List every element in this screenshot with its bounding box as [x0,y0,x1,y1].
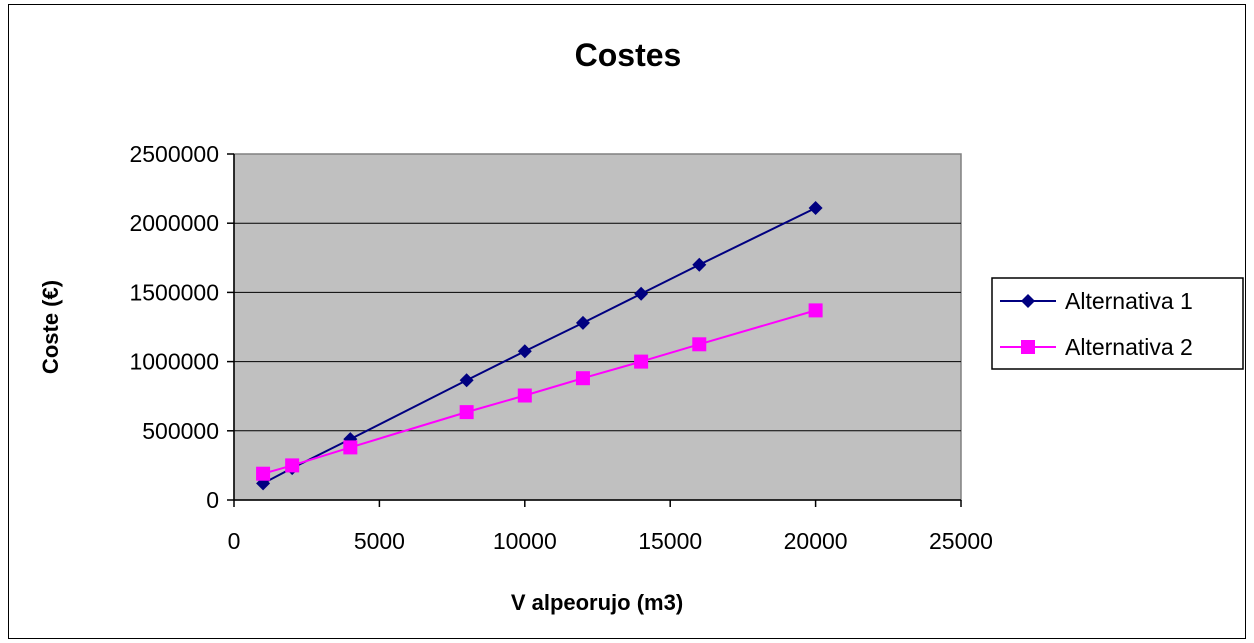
legend-item: Alternativa 1 [1000,288,1193,314]
x-tick-label: 25000 [929,528,993,554]
y-tick-labels: 0 500000 1000000 1500000 2000000 2500000 [129,141,219,513]
plot-area [233,153,962,501]
legend-item: Alternativa 2 [1000,334,1193,360]
x-tick-label: 15000 [638,528,702,554]
y-tick-label: 500000 [142,418,219,444]
x-tick-labels: 0 5000 10000 15000 20000 25000 [228,528,993,554]
data-point [459,405,474,420]
x-axis-title: V alpeorujo (m3) [511,590,683,615]
data-point [343,440,358,455]
y-axis-title: Coste (€) [38,280,63,374]
data-point [575,371,590,386]
data-point [517,388,532,403]
legend-marker [1021,340,1035,354]
series-2 [256,303,823,481]
series-layer [256,200,823,491]
data-point [692,337,707,352]
data-point [575,315,590,330]
legend-marker [1021,294,1035,308]
x-tick-label: 10000 [493,528,557,554]
data-point [634,286,649,301]
legend: Alternativa 1 Alternativa 2 [991,277,1244,370]
y-tick-label: 2000000 [129,210,219,236]
x-tick-label: 5000 [354,528,405,554]
grid-lines [234,222,961,432]
data-point [517,344,532,359]
data-point [692,257,707,272]
data-point [459,373,474,388]
axes [227,153,962,507]
data-point [634,354,649,369]
y-tick-label: 1000000 [129,349,219,375]
y-tick-label: 0 [206,487,219,513]
data-point [256,466,271,481]
legend-label: Alternativa 1 [1065,288,1193,314]
x-tick-label: 20000 [784,528,848,554]
x-tick-label: 0 [228,528,241,554]
legend-label: Alternativa 2 [1065,334,1193,360]
y-tick-label: 2500000 [129,141,219,167]
chart-title: Costes [575,37,682,73]
y-tick-label: 1500000 [129,279,219,305]
data-point [285,458,300,473]
data-point [808,200,823,215]
data-point [808,303,823,318]
